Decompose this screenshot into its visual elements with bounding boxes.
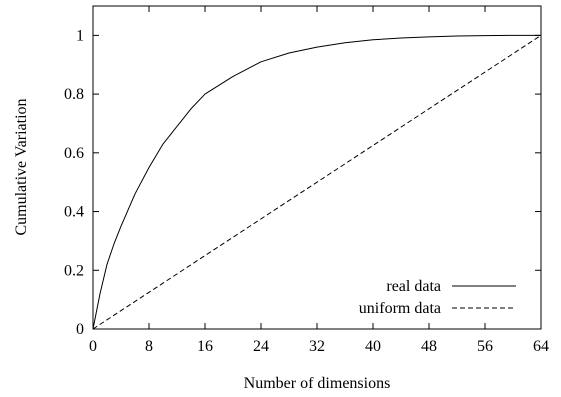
x-tick-label: 16 [197,338,213,355]
plot-frame [92,5,542,330]
x-tick-label: 0 [89,338,97,355]
series-line-uniform-data [92,34,542,330]
y-tick-label: 0.2 [64,262,84,279]
y-tick-label: 0.4 [64,204,84,221]
x-axis-label: Number of dimensions [244,375,391,392]
x-tick-label: 8 [145,338,153,355]
x-tick-label: 56 [477,338,493,355]
legend: real data uniform data [359,278,516,317]
x-tick-label: 24 [253,338,269,355]
series-line-real-data [92,34,541,330]
legend-label-uniform-data: uniform data [359,300,441,317]
x-tick-label: 40 [365,338,381,355]
y-tick-label: 0.6 [64,145,84,162]
series-layer [92,34,542,330]
legend-label-real-data: real data [386,278,441,295]
y-tick-label: 0.8 [64,86,84,103]
x-axis-ticks: 0 8 16 24 32 40 48 56 64 [89,6,549,355]
y-axis-ticks: 0 0.2 0.4 0.6 0.8 1 [64,27,541,338]
y-axis-label: Cumulative Variation [13,98,30,235]
x-tick-label: 48 [421,338,437,355]
x-tick-label: 64 [533,338,549,355]
y-tick-label: 1 [76,27,84,44]
y-tick-label: 0 [76,321,84,338]
x-tick-label: 32 [309,338,325,355]
